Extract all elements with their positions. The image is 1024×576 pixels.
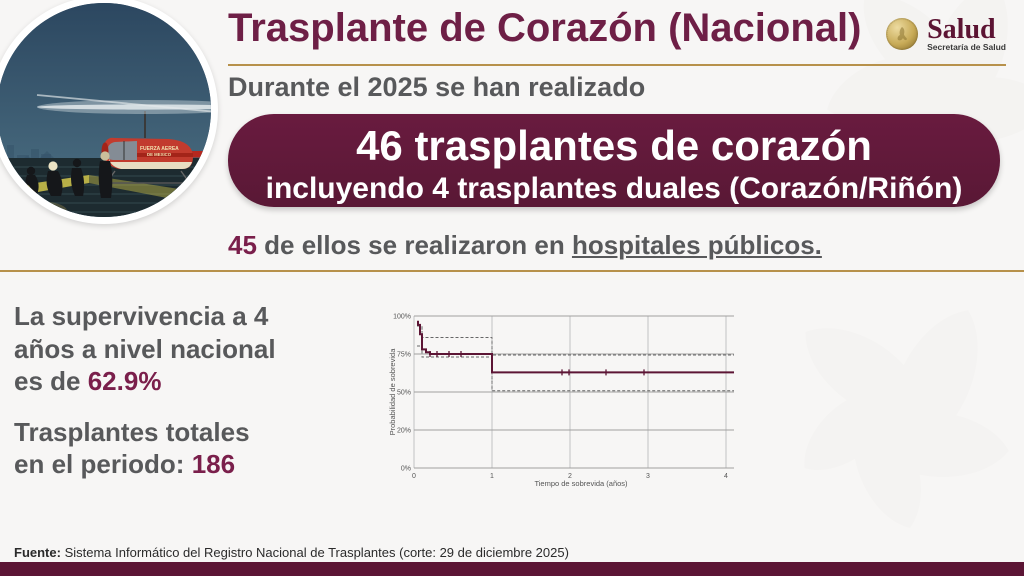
svg-text:100%: 100%: [393, 314, 411, 321]
svg-text:20%: 20%: [397, 428, 411, 435]
svg-text:3: 3: [646, 473, 650, 480]
svg-text:0: 0: [412, 473, 416, 480]
svg-text:75%: 75%: [397, 352, 411, 359]
svg-text:50%: 50%: [397, 390, 411, 397]
svg-text:0%: 0%: [401, 466, 411, 473]
svg-text:1: 1: [490, 473, 494, 480]
svg-text:DE MEXICO: DE MEXICO: [147, 152, 172, 157]
svg-text:Probabilidad de sobrevida: Probabilidad de sobrevida: [388, 348, 397, 436]
svg-text:4: 4: [724, 473, 728, 480]
svg-text:Tiempo de sobrevida (años): Tiempo de sobrevida (años): [534, 479, 628, 488]
